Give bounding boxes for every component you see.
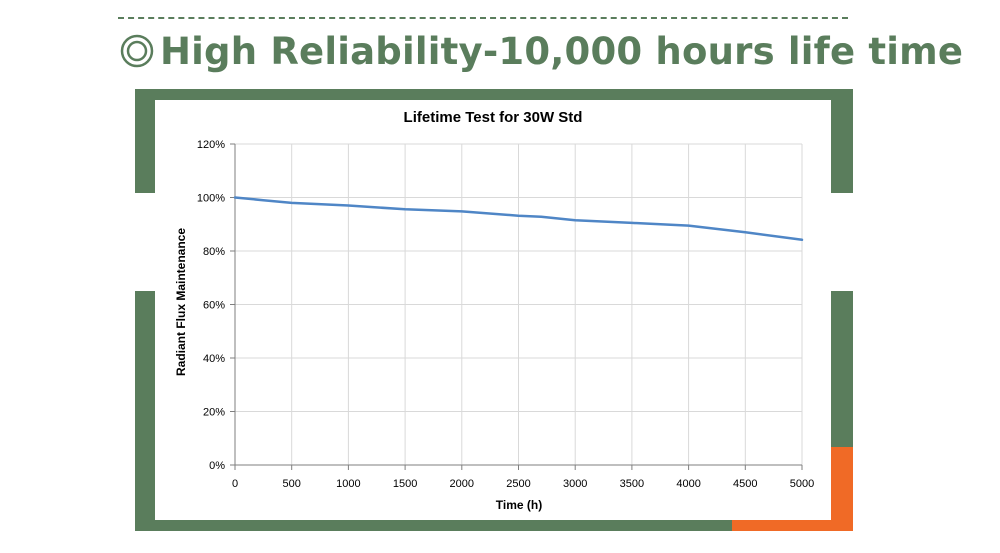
x-tick-label: 4000 <box>676 478 700 490</box>
x-tick-label: 0 <box>232 478 238 490</box>
y-tick-label: 0% <box>209 460 225 472</box>
x-tick-label: 4500 <box>733 478 757 490</box>
double-circle-icon <box>120 34 154 68</box>
y-tick-label: 80% <box>203 246 225 258</box>
x-tick-label: 2000 <box>450 478 474 490</box>
x-tick-label: 5000 <box>790 478 814 490</box>
chart-card: 0% 20% 40% 60% 80% 100% 120% 0 500 1000 1500 2000 25… <box>155 100 831 520</box>
frame-right-lower <box>831 291 853 447</box>
y-tick-label: 120% <box>197 139 225 151</box>
x-tick-label: 2500 <box>506 478 530 490</box>
frame-top-bar <box>135 89 853 100</box>
x-tick-label: 3500 <box>620 478 644 490</box>
y-tick-label: 60% <box>203 300 225 312</box>
frame-orange-accent-bottom <box>732 520 853 531</box>
x-tick-label: 1000 <box>336 478 360 490</box>
section-heading: High Reliability-10,000 hours life time <box>120 26 963 76</box>
frame-left-lower <box>135 291 155 531</box>
series-line <box>233 196 804 242</box>
frame-top-left-corner <box>135 89 155 193</box>
heading-text: High Reliability-10,000 hours life time <box>160 29 964 73</box>
chart-title: Lifetime Test for 30W Std <box>404 109 583 126</box>
y-tick-label: 20% <box>203 407 225 419</box>
y-tick-label: 40% <box>203 353 225 365</box>
y-axis-label: Radiant Flux Maintenance <box>174 228 188 376</box>
frame-bottom-bar <box>135 520 732 531</box>
frame-top-right-corner <box>831 89 853 193</box>
y-tick-label: 100% <box>197 193 225 205</box>
x-tick-label: 1500 <box>393 478 417 490</box>
x-axis-label: Time (h) <box>496 498 542 512</box>
x-tick-label: 500 <box>283 478 301 490</box>
x-tick-label: 3000 <box>563 478 587 490</box>
dashed-divider <box>118 17 848 19</box>
frame-orange-accent-right <box>831 447 853 531</box>
lifetime-chart: 0% 20% 40% 60% 80% 100% 120% 0 500 1000 1500 2000 25… <box>174 109 814 512</box>
